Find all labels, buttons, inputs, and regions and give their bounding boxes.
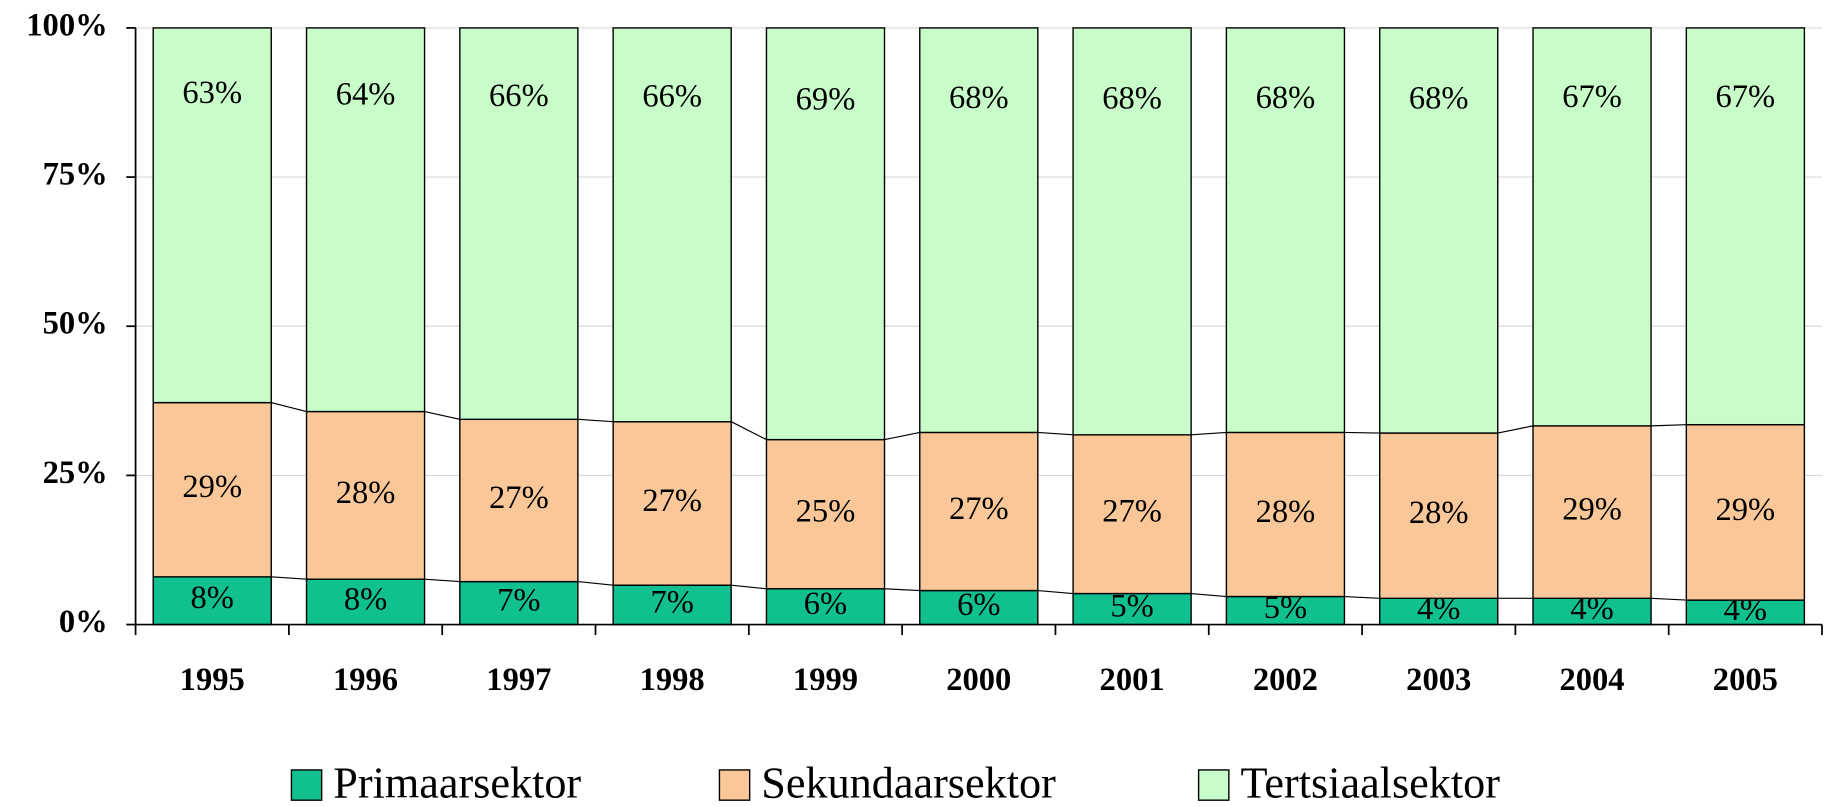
x-tick-label: 2001 xyxy=(1100,662,1165,698)
bar-segment xyxy=(459,27,579,421)
bar-segment xyxy=(1225,27,1346,434)
data-label: 27% xyxy=(642,483,702,519)
data-label: 27% xyxy=(1102,494,1162,530)
y-tick-label: 50% xyxy=(43,306,108,342)
x-tick-label: 1998 xyxy=(640,662,705,698)
x-tick-label: 1997 xyxy=(486,662,551,698)
data-label: 27% xyxy=(949,491,1009,527)
data-label: 6% xyxy=(804,586,847,622)
data-label: 7% xyxy=(650,584,693,620)
bar-segment xyxy=(305,578,426,626)
x-tick-label: 1995 xyxy=(180,662,245,698)
bar-segment xyxy=(459,580,579,626)
bar-segment xyxy=(152,27,272,404)
data-label: 66% xyxy=(642,78,702,114)
data-label: 68% xyxy=(1256,80,1316,116)
series-line xyxy=(1344,431,1380,434)
data-label: 63% xyxy=(182,75,242,111)
y-tick-label: 75% xyxy=(43,157,108,193)
bar-segment xyxy=(765,27,886,441)
x-tick-label: 2004 xyxy=(1559,662,1624,698)
series-line xyxy=(731,584,767,590)
y-tick-label: 0% xyxy=(59,604,108,640)
data-label: 27% xyxy=(489,480,549,516)
bar-segment xyxy=(305,27,426,413)
data-label: 64% xyxy=(336,76,396,112)
y-tick-label: 25% xyxy=(43,455,108,491)
data-label: 67% xyxy=(1562,79,1622,115)
data-label: 28% xyxy=(336,475,396,511)
series-line xyxy=(1037,431,1074,436)
series-line xyxy=(1037,589,1074,595)
bar-segment xyxy=(305,410,426,580)
data-label: 67% xyxy=(1716,79,1776,115)
series-line xyxy=(424,578,460,583)
bar-segment xyxy=(612,421,732,586)
bar-segment xyxy=(1072,27,1192,436)
bar-segment xyxy=(1685,27,1806,426)
data-label: 8% xyxy=(191,580,234,616)
data-label: 29% xyxy=(1716,492,1776,528)
data-label: 8% xyxy=(344,581,387,617)
y-tick-label: 100% xyxy=(26,7,107,43)
legend-label: Tertsiaalsektor xyxy=(1240,759,1500,806)
data-label: 69% xyxy=(796,81,856,117)
data-label: 29% xyxy=(1562,492,1622,528)
bar-segment xyxy=(1532,597,1652,626)
data-label: 68% xyxy=(1409,80,1469,116)
x-tick-label: 2000 xyxy=(946,662,1011,698)
bar-segment xyxy=(1532,27,1652,427)
series-line xyxy=(884,588,920,592)
series-line xyxy=(884,431,920,441)
bar-segment xyxy=(1072,434,1192,595)
series-line xyxy=(577,581,614,586)
bar-segment xyxy=(1379,27,1499,434)
series-line xyxy=(1651,597,1687,601)
x-tick-label: 1999 xyxy=(793,662,858,698)
bar-segment xyxy=(459,418,579,583)
series-line xyxy=(1651,424,1687,427)
bar-segment xyxy=(152,401,272,578)
data-label: 28% xyxy=(1409,495,1469,531)
legend-swatch xyxy=(290,769,323,801)
bar-segment xyxy=(919,27,1039,434)
data-label: 68% xyxy=(1102,81,1162,117)
data-label: 29% xyxy=(182,469,242,505)
series-line xyxy=(1191,592,1227,598)
series-line xyxy=(424,410,460,420)
legend-swatch xyxy=(718,769,751,801)
series-line xyxy=(577,418,614,423)
bar-segment xyxy=(1379,432,1499,600)
x-tick-label: 2002 xyxy=(1253,662,1318,698)
data-label: 5% xyxy=(1110,589,1153,625)
bar-segment xyxy=(765,588,886,626)
x-tick-label: 1996 xyxy=(333,662,398,698)
data-label: 68% xyxy=(949,80,1009,116)
bar-segment xyxy=(1379,597,1499,626)
data-label: 6% xyxy=(957,587,1000,623)
bar-segment xyxy=(1685,599,1806,626)
series-line xyxy=(730,421,767,441)
data-label: 7% xyxy=(497,583,540,619)
series-line xyxy=(1497,425,1534,434)
series-line xyxy=(271,576,307,580)
bar-segment xyxy=(612,584,732,626)
legend-label: Primaarsektor xyxy=(333,759,581,806)
series-line xyxy=(1191,431,1227,436)
series-line xyxy=(1344,595,1380,599)
data-label: 66% xyxy=(489,78,549,114)
data-label: 28% xyxy=(1256,494,1316,530)
data-label: 25% xyxy=(796,494,856,530)
bar-segment xyxy=(612,27,732,423)
x-tick-label: 2005 xyxy=(1713,662,1778,698)
legend-label: Sekundaarsektor xyxy=(761,759,1056,806)
bar-segment xyxy=(1225,431,1346,598)
legend-swatch xyxy=(1197,769,1230,801)
bar-segment xyxy=(919,431,1039,592)
x-tick-label: 2003 xyxy=(1406,662,1471,698)
series-line xyxy=(271,402,307,413)
